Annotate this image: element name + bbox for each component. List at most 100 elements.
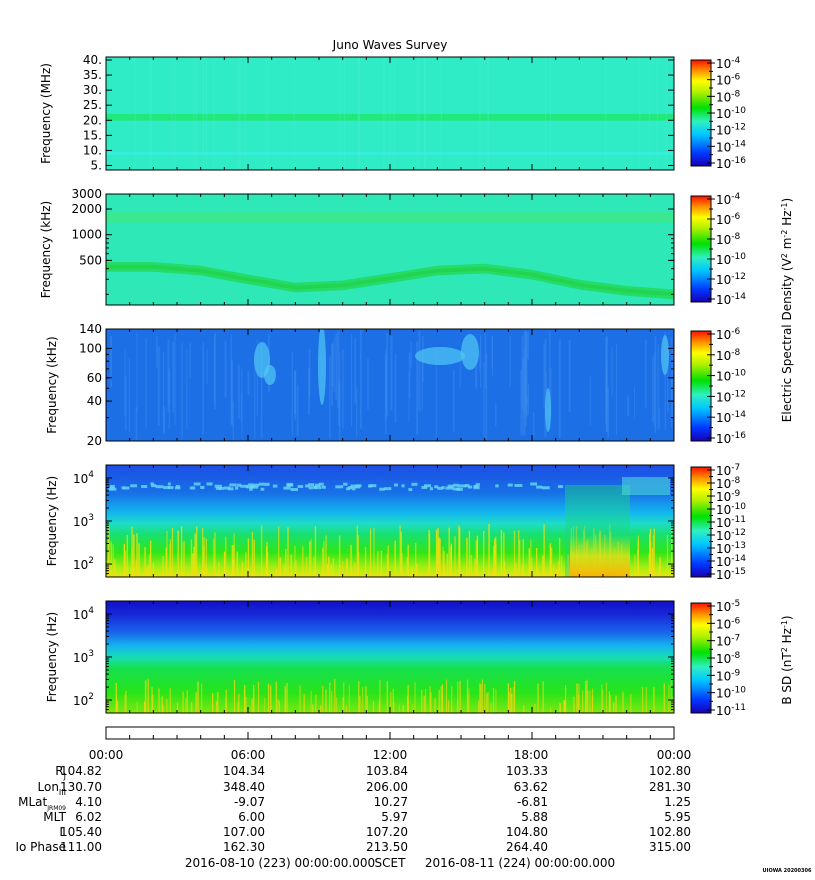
- whistler-trace: [464, 484, 470, 488]
- tick-exponent: -10: [731, 686, 746, 696]
- whistler-trace: [214, 484, 222, 488]
- spectral-spike: [331, 691, 333, 713]
- spectral-spike: [365, 686, 367, 713]
- noise-streak: [206, 349, 208, 384]
- noise-streak: [487, 57, 489, 170]
- noise-streak: [418, 330, 421, 412]
- noise-streak: [308, 367, 311, 416]
- ephemeris-value: 281.30: [649, 780, 691, 794]
- spectral-spike: [377, 551, 379, 577]
- tick-base: 10: [716, 652, 731, 666]
- footer-start-time: 2016-08-10 (223) 00:00:00.000: [185, 856, 375, 870]
- colorbar-tick-label: 10-10: [716, 502, 746, 517]
- y-tick-label: 15.: [83, 128, 102, 142]
- spectral-spike: [346, 558, 348, 577]
- noise-streak: [231, 360, 233, 426]
- whistler-trace: [352, 487, 356, 491]
- whistler-trace: [348, 486, 353, 490]
- whistler-trace: [175, 486, 181, 490]
- spectral-spike: [320, 705, 322, 713]
- noise-streak: [174, 57, 176, 170]
- y-axis-label: Frequency (Hz): [45, 612, 59, 703]
- spectral-spike: [466, 537, 468, 577]
- spectral-spike: [550, 706, 552, 713]
- spectral-spike: [177, 530, 179, 577]
- whistler-trace: [343, 482, 348, 486]
- spectral-spike: [439, 538, 441, 577]
- colorbar-tick-label: 10-7: [716, 634, 740, 649]
- noise-streak: [232, 401, 234, 441]
- row-label-text: L: [59, 825, 66, 839]
- colorbar-tick-label: 10-8: [716, 476, 741, 491]
- ephemeris-value: 5.97: [381, 810, 408, 824]
- spectral-spike: [480, 684, 482, 713]
- colorbar-label-magnetic: B SD (nT2 Hz-1): [780, 615, 795, 704]
- y-tick-label: 3000: [71, 187, 102, 201]
- noise-streak: [238, 57, 240, 170]
- cb-b-s2: -1: [780, 620, 789, 628]
- whistler-trace: [437, 486, 443, 490]
- spectral-spike: [332, 558, 334, 577]
- noise-streak: [354, 338, 357, 404]
- whistler-trace: [308, 486, 314, 490]
- spectral-spike: [251, 532, 254, 577]
- ephemeris-value: 104.82: [60, 764, 102, 778]
- noise-streak: [644, 339, 647, 408]
- whistler-trace: [150, 482, 154, 486]
- colorbar-tick-label: 10-12: [716, 123, 746, 138]
- spectral-spike: [205, 564, 207, 577]
- time-tick-label: 00:00: [657, 748, 692, 762]
- noise-streak: [329, 356, 331, 439]
- spectral-spike: [364, 547, 367, 577]
- spectral-spike: [295, 560, 297, 577]
- noise-streak: [214, 333, 216, 410]
- spectral-spike: [261, 525, 263, 577]
- noise-streak: [291, 351, 293, 438]
- tick-exponent: -6: [731, 212, 740, 222]
- spectral-spike: [329, 682, 331, 713]
- spectral-spike: [309, 541, 311, 577]
- spectral-spike: [586, 679, 588, 713]
- spectral-spike: [149, 540, 152, 577]
- spectral-spike: [225, 536, 227, 577]
- spectral-spike: [651, 566, 653, 577]
- spectral-spike: [564, 685, 567, 713]
- spectral-spike: [387, 545, 389, 577]
- noise-streak: [357, 57, 359, 170]
- cb-b-s1: 2: [780, 647, 789, 652]
- cb-b-post: ): [780, 615, 794, 620]
- whistler-trace: [283, 486, 291, 490]
- tick-base: 10: [716, 669, 731, 683]
- spectral-spike: [564, 700, 566, 713]
- noise-streak: [367, 358, 369, 411]
- ephemeris-value: 130.70: [60, 780, 102, 794]
- spectral-spike: [613, 702, 615, 713]
- noise-streak: [359, 57, 361, 170]
- spectral-spike: [278, 700, 281, 713]
- ephemeris-value: 6.00: [238, 810, 265, 824]
- hot-region: [570, 535, 630, 577]
- spectral-spike: [648, 533, 651, 577]
- spectral-spike: [393, 702, 395, 713]
- spectral-spike: [266, 541, 268, 577]
- noise-streak: [509, 335, 511, 387]
- spectral-spike: [223, 551, 226, 577]
- noise-streak: [421, 362, 423, 410]
- colorbar-tick-label: 10-16: [716, 156, 746, 171]
- noise-streak: [633, 386, 636, 418]
- noise-streak: [213, 57, 215, 170]
- spectral-spike: [438, 690, 440, 713]
- whistler-trace: [272, 484, 278, 488]
- spectral-spike: [542, 555, 544, 577]
- tick-exponent: 3: [88, 513, 94, 523]
- whistler-trace: [109, 484, 115, 488]
- spectral-spike: [247, 538, 250, 577]
- spectral-spike: [218, 561, 220, 577]
- spectral-spike: [185, 698, 187, 713]
- noise-streak: [339, 57, 341, 170]
- tick-exponent: -15: [731, 567, 746, 577]
- spectral-spike: [458, 559, 461, 577]
- colorbar-tick-label: 10-14: [716, 292, 746, 307]
- whistler-trace: [394, 483, 399, 487]
